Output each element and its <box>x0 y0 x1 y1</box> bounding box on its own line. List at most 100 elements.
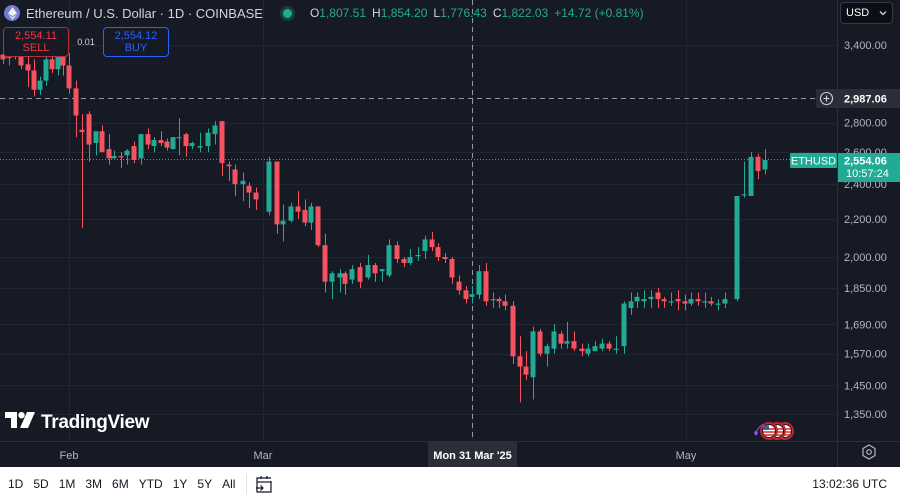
candle-up[interactable] <box>422 235 428 259</box>
candle-down[interactable] <box>342 271 348 295</box>
range-button-1y[interactable]: 1Y <box>172 477 188 491</box>
candle-up[interactable] <box>189 141 195 150</box>
range-button-ytd[interactable]: YTD <box>138 477 163 491</box>
candle-down[interactable] <box>357 263 363 289</box>
candle-up[interactable] <box>197 132 203 153</box>
calendar-goto-icon[interactable] <box>255 474 273 494</box>
candle-up[interactable] <box>469 285 475 304</box>
candle-up[interactable] <box>365 254 371 280</box>
candle-up[interactable] <box>240 172 246 202</box>
candle-up[interactable] <box>205 128 211 153</box>
candle-up[interactable] <box>564 321 570 349</box>
candle-down[interactable] <box>456 275 462 295</box>
candle-up[interactable] <box>176 118 182 156</box>
add-alert-plus-icon[interactable] <box>816 89 837 108</box>
range-button-all[interactable]: All <box>222 477 236 491</box>
us-flag-event-icon[interactable] <box>760 422 778 440</box>
candle-up[interactable] <box>762 149 768 175</box>
time-axis[interactable]: Feb Mar May Mon 31 Mar '25 <box>0 441 837 468</box>
candle-down[interactable] <box>463 285 469 304</box>
candle-down[interactable] <box>695 292 701 306</box>
candle-down[interactable] <box>25 54 31 88</box>
buy-button[interactable]: 2,554.12 BUY <box>103 27 169 57</box>
candle-down[interactable] <box>31 59 37 97</box>
economic-events[interactable] <box>754 422 794 440</box>
candle-down[interactable] <box>496 296 502 309</box>
candle-down[interactable] <box>401 256 407 268</box>
candle-up[interactable] <box>741 161 747 198</box>
candle-up[interactable] <box>641 290 647 309</box>
candle-up[interactable] <box>634 292 640 309</box>
price-axis-scale[interactable]: 3,400.002,800.002,600.002,400.002,200.00… <box>838 0 900 441</box>
candle-up[interactable] <box>111 150 117 159</box>
range-button-5d[interactable]: 5D <box>33 477 49 491</box>
price-axis[interactable]: 3,400.002,800.002,600.002,400.002,200.00… <box>837 0 900 441</box>
candle-down[interactable] <box>449 256 455 284</box>
candle-down[interactable] <box>483 263 489 306</box>
candle-down[interactable] <box>606 341 612 352</box>
candle-up[interactable] <box>613 336 619 354</box>
candle-up[interactable] <box>621 301 627 354</box>
candle-down[interactable] <box>394 241 400 264</box>
candle-down[interactable] <box>86 111 92 162</box>
candle-up[interactable] <box>530 326 536 400</box>
candle-up[interactable] <box>585 343 591 357</box>
candle-down[interactable] <box>253 187 259 210</box>
candle-up[interactable] <box>151 137 157 153</box>
candle-down[interactable] <box>322 233 328 293</box>
candle-down[interactable] <box>523 351 529 380</box>
candle-up[interactable] <box>349 265 355 284</box>
candle-up[interactable] <box>329 271 335 300</box>
candle-up[interactable] <box>648 290 654 309</box>
range-button-5y[interactable]: 5Y <box>197 477 213 491</box>
candle-down[interactable] <box>755 153 761 180</box>
candle-up[interactable] <box>476 265 482 300</box>
utc-clock[interactable]: 13:02:36 UTC <box>812 477 887 491</box>
chart-settings-button[interactable] <box>837 441 900 467</box>
candle-up[interactable] <box>308 202 314 230</box>
candle-up[interactable] <box>266 156 272 216</box>
candle-down[interactable] <box>655 288 661 309</box>
candle-down[interactable] <box>131 141 137 164</box>
time-axis-scale[interactable]: Feb Mar May Mon 31 Mar '25 <box>0 442 837 468</box>
candle-up[interactable] <box>592 341 598 352</box>
range-button-6m[interactable]: 6M <box>112 477 129 491</box>
candle-down[interactable] <box>372 263 378 282</box>
candle-down[interactable] <box>79 114 85 229</box>
tradingview-watermark[interactable]: TradingView <box>5 412 150 434</box>
candle-up[interactable] <box>599 338 605 352</box>
candle-down[interactable] <box>537 329 543 357</box>
candle-up[interactable] <box>544 343 550 367</box>
candle-down[interactable] <box>99 125 105 153</box>
candle-down[interactable] <box>675 290 681 311</box>
candle-down[interactable] <box>315 206 321 248</box>
candle-down[interactable] <box>579 343 585 357</box>
candle-down[interactable] <box>302 199 308 227</box>
candle-up[interactable] <box>124 149 130 165</box>
candle-down[interactable] <box>219 121 225 176</box>
candle-down[interactable] <box>558 331 564 349</box>
candlestick-chart[interactable]: ETHUSD <box>0 0 837 441</box>
currency-select[interactable]: USD <box>840 2 893 24</box>
candle-up[interactable] <box>490 292 496 309</box>
candle-down[interactable] <box>145 128 151 150</box>
range-button-3m[interactable]: 3M <box>85 477 103 491</box>
candle-down[interactable] <box>435 243 441 262</box>
candle-up[interactable] <box>748 152 754 196</box>
candle-down[interactable] <box>246 182 252 209</box>
candle-down[interactable] <box>682 294 688 311</box>
candle-up[interactable] <box>702 292 708 309</box>
candle-up[interactable] <box>722 292 728 309</box>
range-button-1d[interactable]: 1D <box>8 477 24 491</box>
candle-down[interactable] <box>232 164 238 196</box>
candle-down[interactable] <box>429 231 435 252</box>
candle-up[interactable] <box>379 269 385 282</box>
candle-down[interactable] <box>66 53 72 94</box>
symbol-title[interactable]: Ethereum / U.S. Dollar · 1D · COINBASE <box>26 5 263 21</box>
candle-up[interactable] <box>668 292 674 306</box>
candle-down[interactable] <box>571 331 577 352</box>
chart-plot[interactable]: ETHUSD <box>0 0 837 441</box>
candle-up[interactable] <box>138 134 144 165</box>
candle-down[interactable] <box>226 161 232 181</box>
candle-down[interactable] <box>118 152 124 168</box>
